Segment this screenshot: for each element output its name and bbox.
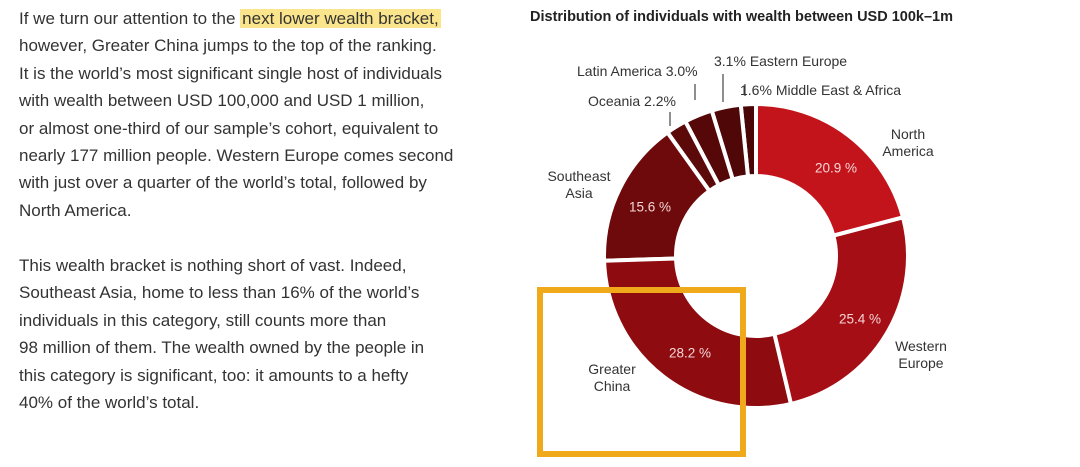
- category-label: Greater China: [588, 361, 636, 394]
- slice-label: 1.6% Middle East & Africa: [740, 82, 901, 98]
- text-line: nearly 177 million people. Western Europ…: [19, 146, 454, 166]
- text-line: North America.: [19, 200, 132, 220]
- text-line: If we turn our attention to the next low…: [19, 5, 453, 32]
- donut-slice: [754, 101, 906, 239]
- highlight-box: [537, 287, 746, 457]
- category-label: Eastern Europe: [749, 53, 848, 69]
- text-line: This wealth bracket is nothing short of …: [19, 256, 407, 275]
- text-block: however, Greater China jumps to the top …: [19, 32, 453, 224]
- value-label: 3.1%: [714, 53, 746, 69]
- value-label: 25.4 %: [838, 311, 882, 327]
- highlighted-text: next lower wealth bracket,: [240, 9, 441, 28]
- category-label: North America: [882, 126, 934, 159]
- donut-slice: [602, 129, 713, 263]
- slice-label: Oceania 2.2%: [588, 93, 676, 109]
- category-label: Middle East & Africa: [775, 82, 902, 98]
- value-label: 28.2 %: [668, 345, 712, 361]
- text-line: 98 million of them. The wealth owned by …: [19, 338, 425, 358]
- text-line: individuals in this category, still coun…: [19, 310, 387, 330]
- text-line: this category is significant, too: it am…: [19, 365, 409, 385]
- text-line: It is the world’s most significant singl…: [19, 63, 442, 83]
- text-line: or almost one-third of our sample’s coho…: [19, 118, 439, 138]
- value-label: 1.6%: [740, 82, 772, 98]
- text-line: with just over a quarter of the world’s …: [19, 173, 427, 193]
- category-label: Southeast Asia: [547, 168, 611, 201]
- text-line: 40% of the world’s total.: [19, 393, 200, 413]
- text-line: Southeast Asia, home to less than 16% of…: [19, 283, 420, 303]
- value-label: 2.2%: [644, 93, 676, 109]
- chart-title: Distribution of individuals with wealth …: [530, 9, 953, 25]
- slice-label: 3.1% Eastern Europe: [714, 53, 847, 69]
- text-line: with wealth between USD 100,000 and USD …: [19, 91, 425, 111]
- donut-slice: [772, 214, 910, 407]
- category-label: Latin America: [577, 63, 662, 79]
- paragraph: If we turn our attention to the next low…: [19, 5, 453, 224]
- text: If we turn our attention to the: [19, 9, 236, 28]
- value-label: 15.6 %: [628, 199, 672, 215]
- category-label: Oceania: [588, 93, 641, 109]
- slice-label: Latin America 3.0%: [577, 63, 698, 79]
- value-label: 20.9 %: [814, 160, 858, 176]
- value-label: 3.0%: [665, 63, 698, 79]
- paragraph: This wealth bracket is nothing short of …: [19, 252, 424, 416]
- text-line: however, Greater China jumps to the top …: [19, 36, 437, 56]
- category-label: Western Europe: [895, 338, 947, 371]
